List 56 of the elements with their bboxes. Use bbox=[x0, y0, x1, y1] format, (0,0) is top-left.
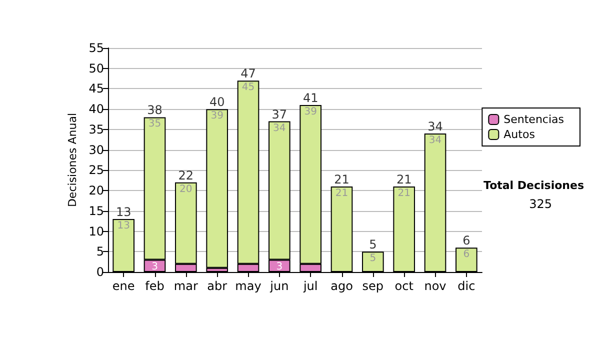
data-label: 21 bbox=[398, 188, 410, 199]
x-tick-label: dic bbox=[458, 279, 476, 293]
y-tick-label: 5 bbox=[96, 244, 104, 259]
y-tick-label: 45 bbox=[88, 82, 104, 96]
x-tick-label: jul bbox=[302, 279, 318, 293]
x-tick-label: ene bbox=[112, 279, 135, 293]
y-tick-label: 15 bbox=[88, 204, 104, 218]
x-tick-label: may bbox=[235, 279, 262, 293]
x-tick-label: ago bbox=[330, 279, 353, 293]
total-label: 6 bbox=[462, 234, 470, 248]
y-tick-label: 30 bbox=[88, 142, 104, 157]
total-label: 5 bbox=[369, 238, 377, 252]
data-label: 13 bbox=[117, 220, 130, 232]
data-label: 5 bbox=[370, 253, 376, 264]
total-label: 38 bbox=[147, 103, 162, 118]
total-label: 37 bbox=[272, 107, 288, 122]
legend-label: Sentencias bbox=[504, 113, 564, 126]
total-label: 41 bbox=[302, 91, 318, 106]
y-tick-label: 0 bbox=[96, 265, 104, 279]
y-tick-label: 20 bbox=[88, 184, 104, 198]
y-tick-label: 25 bbox=[88, 163, 104, 178]
data-label: 45 bbox=[242, 82, 255, 94]
x-tick-label: abr bbox=[207, 279, 228, 293]
y-tick-label: 10 bbox=[88, 224, 104, 238]
data-label: 39 bbox=[210, 110, 224, 122]
x-tick-label: feb bbox=[145, 279, 164, 293]
bar bbox=[206, 109, 228, 268]
data-label: 34 bbox=[273, 122, 286, 134]
total-label: 22 bbox=[178, 168, 194, 182]
total-label: 40 bbox=[209, 95, 225, 110]
x-tick-label: nov bbox=[424, 279, 446, 293]
x-tick-label: oct bbox=[394, 279, 414, 293]
data-label: 6 bbox=[463, 249, 470, 260]
text: Total Decisiones bbox=[484, 179, 584, 192]
x-tick-label: jun bbox=[269, 279, 289, 293]
legend-label: Autos bbox=[504, 128, 536, 141]
data-label: 3 bbox=[276, 261, 283, 272]
total-label: 21 bbox=[396, 172, 412, 186]
x-tick-label: sep bbox=[362, 279, 384, 293]
x-tick-label: mar bbox=[174, 279, 198, 293]
data-label: 39 bbox=[304, 106, 317, 118]
data-label: 20 bbox=[180, 184, 192, 195]
y-tick-label: 55 bbox=[88, 41, 104, 55]
total-label: 21 bbox=[334, 172, 350, 186]
y-axis-title: Decisiones Anual bbox=[66, 112, 79, 208]
data-label: 3 bbox=[152, 261, 158, 272]
text: 325 bbox=[529, 197, 552, 211]
total-label: 47 bbox=[240, 66, 256, 81]
data-label: 34 bbox=[428, 135, 442, 146]
total-label: 13 bbox=[116, 205, 132, 220]
data-label: 35 bbox=[148, 118, 162, 130]
y-tick-label: 35 bbox=[88, 122, 104, 136]
total-label: 34 bbox=[428, 120, 443, 134]
y-tick-label: 40 bbox=[88, 102, 104, 116]
y-tick-label: 50 bbox=[88, 61, 104, 76]
data-label: 21 bbox=[335, 188, 348, 199]
